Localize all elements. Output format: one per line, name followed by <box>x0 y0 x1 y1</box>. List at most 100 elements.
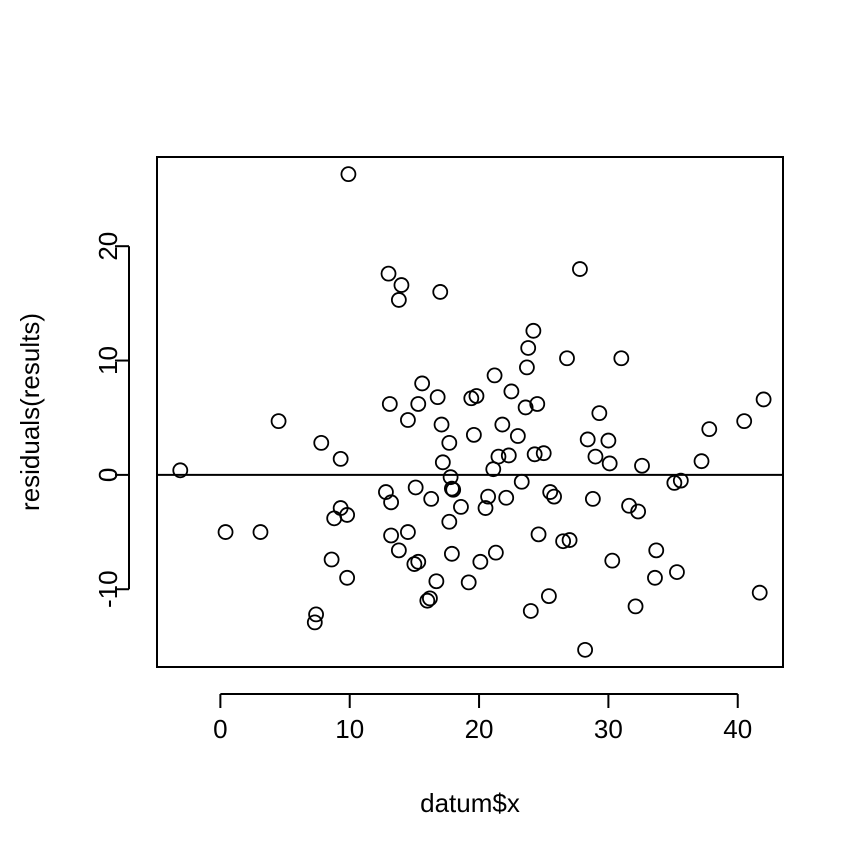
data-point <box>407 479 424 496</box>
data-point <box>390 542 407 559</box>
data-point <box>419 592 436 609</box>
data-point <box>381 396 398 412</box>
data-point <box>472 553 489 570</box>
data-point <box>443 480 460 497</box>
data-point <box>613 350 630 367</box>
data-point <box>441 513 458 530</box>
y-tick-label: -10 <box>93 570 123 608</box>
data-point <box>460 574 477 591</box>
data-point <box>434 454 451 471</box>
data-point <box>480 488 497 505</box>
data-point <box>453 499 469 515</box>
data-point <box>525 322 542 339</box>
data-point <box>429 389 446 406</box>
data-point <box>487 544 504 561</box>
data-point <box>591 405 608 422</box>
data-point <box>535 445 552 462</box>
data-point <box>308 606 324 623</box>
data-point <box>490 448 507 465</box>
x-tick-label: 10 <box>335 714 364 744</box>
data-point <box>410 553 427 570</box>
data-point <box>383 527 400 544</box>
data-point <box>339 569 356 586</box>
data-point <box>306 614 323 631</box>
data-point <box>555 533 572 550</box>
data-point <box>340 166 357 183</box>
data-point <box>422 590 438 607</box>
x-tick-label: 0 <box>213 714 227 744</box>
y-axis: -10 0 10 20 <box>93 232 130 608</box>
data-point <box>270 413 287 430</box>
data-point <box>648 542 665 559</box>
x-axis: 0 10 20 30 40 <box>213 693 752 744</box>
data-point <box>529 396 546 412</box>
data-point <box>540 588 557 605</box>
data-point <box>522 603 539 619</box>
data-point <box>441 434 458 451</box>
data-point <box>494 416 511 433</box>
data-point <box>383 494 400 511</box>
data-point <box>252 524 269 540</box>
y-tick-label: 20 <box>93 232 123 261</box>
data-point <box>736 413 753 430</box>
x-tick-label: 20 <box>465 714 494 744</box>
data-point <box>443 545 460 562</box>
data-point <box>526 446 543 463</box>
data-point <box>701 421 718 438</box>
data-point <box>669 564 685 580</box>
data-point <box>601 455 618 472</box>
data-point <box>332 450 349 467</box>
data-point <box>693 453 710 470</box>
data-point <box>486 367 503 384</box>
data-point <box>542 484 559 500</box>
data-point <box>634 457 650 474</box>
data-point <box>584 491 601 507</box>
data-point <box>546 488 562 505</box>
data-point <box>172 462 189 479</box>
data-point <box>465 426 482 443</box>
data-point <box>432 284 449 300</box>
data-point <box>666 474 683 491</box>
data-points <box>172 166 772 658</box>
data-point <box>323 551 340 568</box>
data-point <box>604 552 621 569</box>
data-point <box>520 340 537 356</box>
y-axis-label: residuals(results) <box>15 313 45 511</box>
plot-frame <box>156 156 784 668</box>
data-point <box>393 277 410 293</box>
data-point <box>519 359 535 376</box>
data-point <box>751 584 768 601</box>
data-point <box>509 428 526 444</box>
data-point <box>380 265 397 282</box>
data-point <box>647 569 663 586</box>
data-point <box>414 375 431 392</box>
data-point <box>600 432 617 449</box>
data-point <box>428 573 445 590</box>
data-point <box>572 261 588 277</box>
data-point <box>217 524 234 540</box>
data-point <box>755 391 772 408</box>
data-point <box>503 383 520 400</box>
data-point <box>500 447 517 464</box>
data-point <box>477 500 494 516</box>
y-tick-label: 10 <box>93 346 123 375</box>
x-axis-label: datum$x <box>420 788 520 818</box>
data-point <box>621 497 637 514</box>
x-tick-label: 40 <box>723 714 752 744</box>
data-point <box>559 350 575 367</box>
data-point <box>498 489 515 506</box>
data-point <box>339 507 356 523</box>
data-point <box>433 416 450 433</box>
data-point <box>445 481 462 498</box>
data-point <box>561 532 578 548</box>
data-point <box>579 431 596 448</box>
data-point <box>400 524 416 540</box>
data-point <box>577 641 594 658</box>
data-point <box>672 472 689 489</box>
data-point <box>423 491 440 507</box>
data-point <box>627 598 644 615</box>
data-point <box>530 526 547 543</box>
y-tick-label: 0 <box>93 468 123 482</box>
